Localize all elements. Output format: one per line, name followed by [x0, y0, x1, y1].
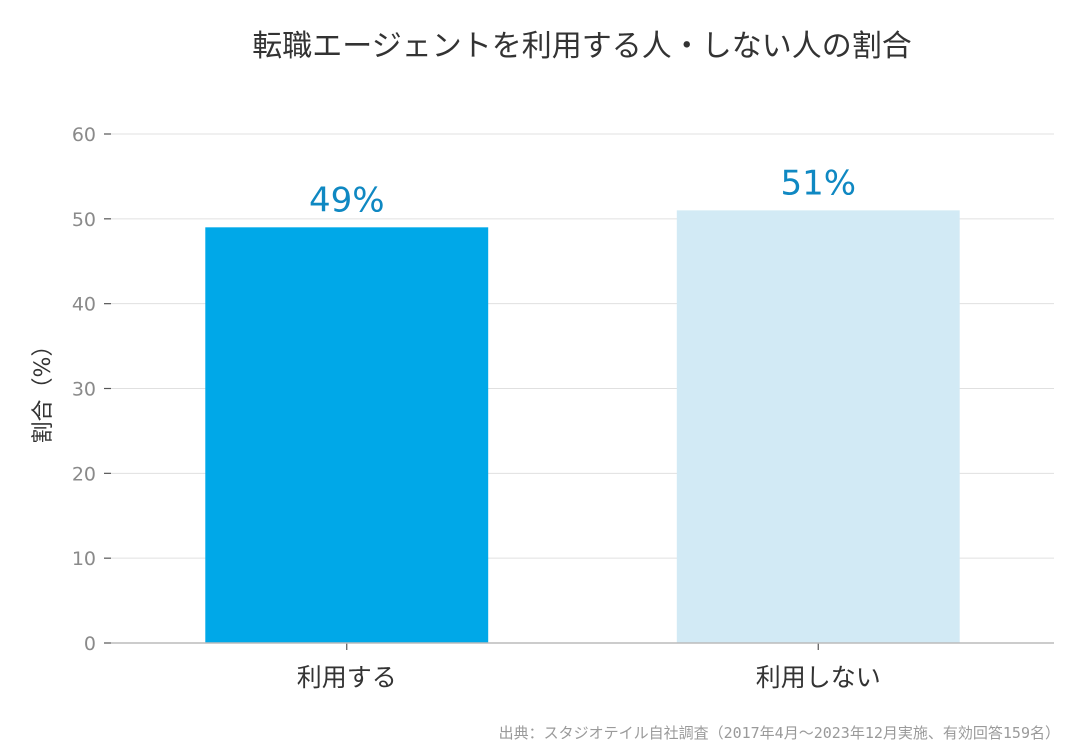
bar-0 — [205, 227, 489, 644]
bars — [205, 210, 960, 644]
y-tick-label: 60 — [72, 124, 96, 146]
x-tick-label: 利用しない — [756, 663, 881, 692]
x-tick-label: 利用する — [297, 663, 397, 692]
y-tick-label: 30 — [72, 379, 96, 401]
y-tick-label: 40 — [72, 294, 96, 316]
y-tick-label: 0 — [84, 633, 96, 655]
y-tick-label: 20 — [72, 463, 96, 485]
data-label: 51% — [780, 163, 856, 203]
y-tick-label: 50 — [72, 209, 96, 231]
x-axis-ticks: 利用する 利用しない — [297, 643, 881, 692]
source-note: 出典：スタジオテイル自社調査（2017年4月〜2023年12月実施、有効回答15… — [499, 724, 1060, 742]
bar-1 — [676, 210, 960, 643]
data-labels: 49% 51% — [309, 163, 856, 220]
chart-title: 転職エージェントを利用する人・しない人の割合 — [252, 29, 911, 64]
y-axis-ticks: 0 10 20 30 40 50 60 — [72, 124, 111, 655]
y-tick-label: 10 — [72, 548, 96, 570]
data-label: 49% — [309, 180, 385, 220]
y-axis-label: 割合（%） — [31, 335, 56, 444]
